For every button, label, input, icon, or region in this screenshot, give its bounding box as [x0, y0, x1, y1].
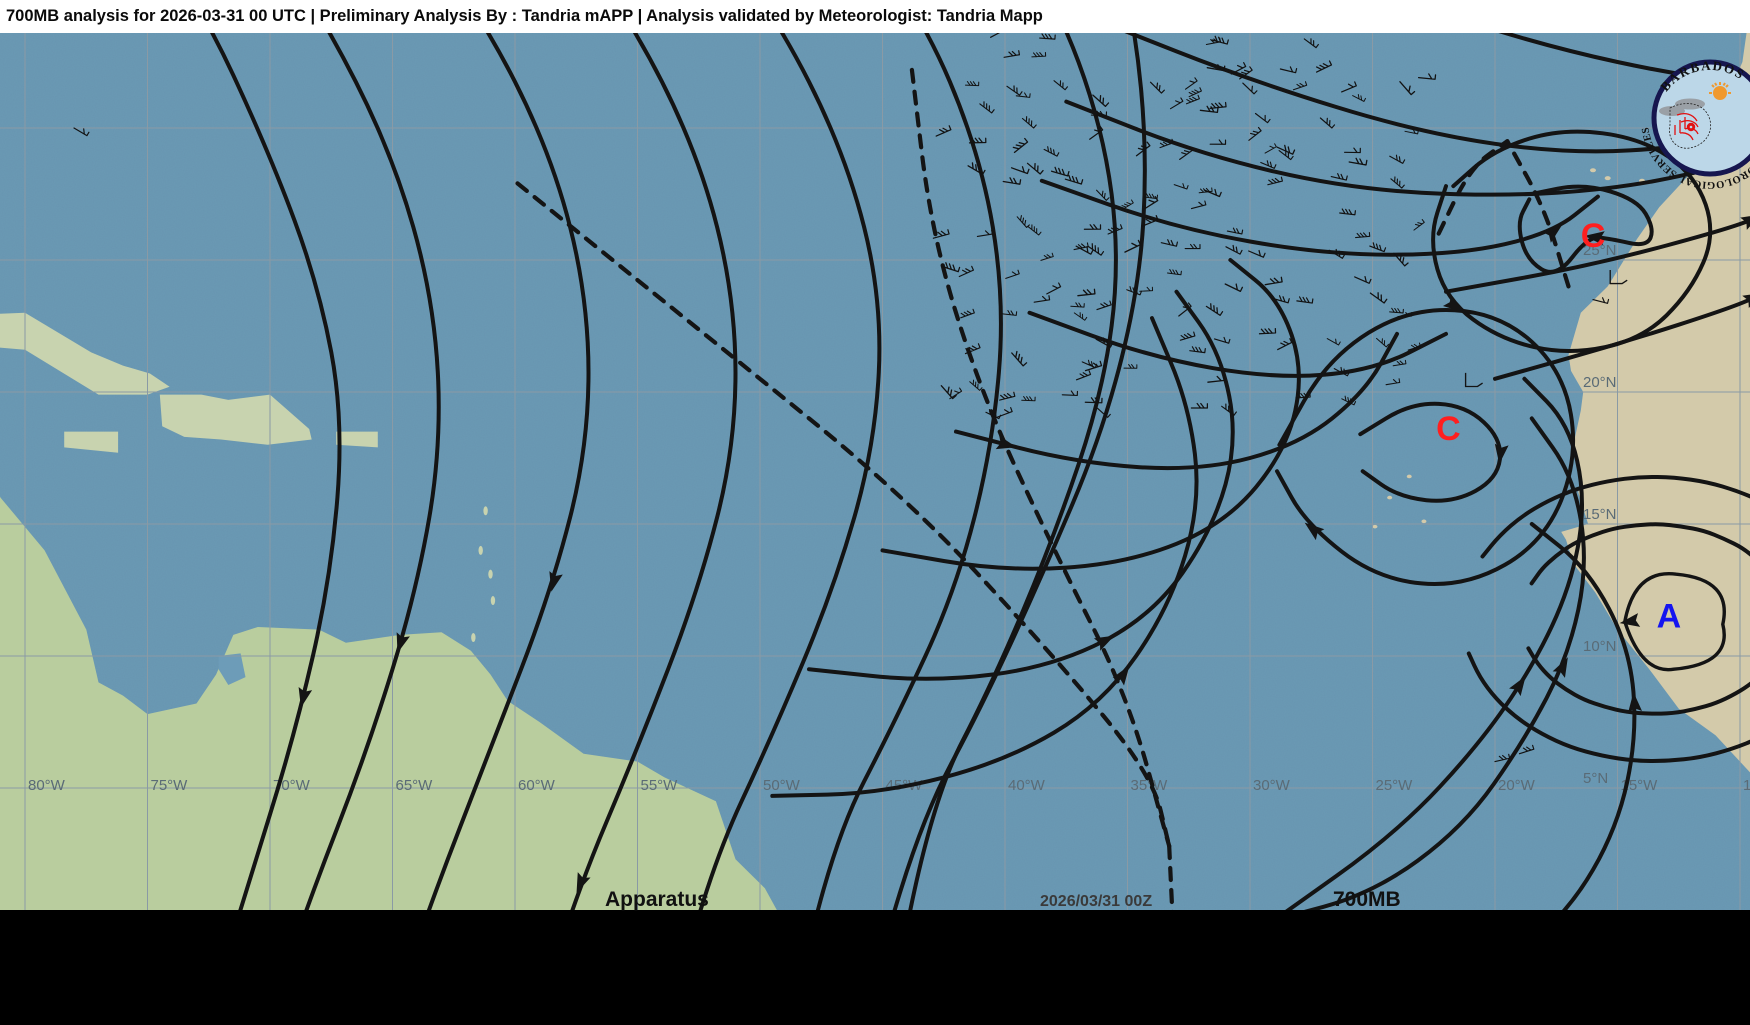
svg-text:30°W: 30°W [1253, 777, 1291, 794]
svg-text:20°W: 20°W [1498, 777, 1536, 794]
svg-text:C: C [1581, 217, 1606, 255]
svg-text:80°W: 80°W [28, 777, 66, 794]
svg-text:15°N: 15°N [1583, 506, 1617, 523]
svg-text:10°N: 10°N [1583, 638, 1617, 655]
svg-text:C: C [1436, 410, 1461, 448]
svg-text:25°W: 25°W [1376, 777, 1414, 794]
svg-text:5°N: 5°N [1583, 770, 1608, 787]
svg-text:75°W: 75°W [151, 777, 189, 794]
svg-text:20°N: 20°N [1583, 374, 1617, 391]
svg-text:55°W: 55°W [641, 777, 679, 794]
svg-text:10°W: 10°W [1743, 777, 1750, 794]
svg-text:A: A [1657, 597, 1682, 635]
svg-text:50°W: 50°W [763, 777, 801, 794]
svg-text:60°W: 60°W [518, 777, 556, 794]
svg-text:65°W: 65°W [396, 777, 434, 794]
svg-text:40°W: 40°W [1008, 777, 1046, 794]
